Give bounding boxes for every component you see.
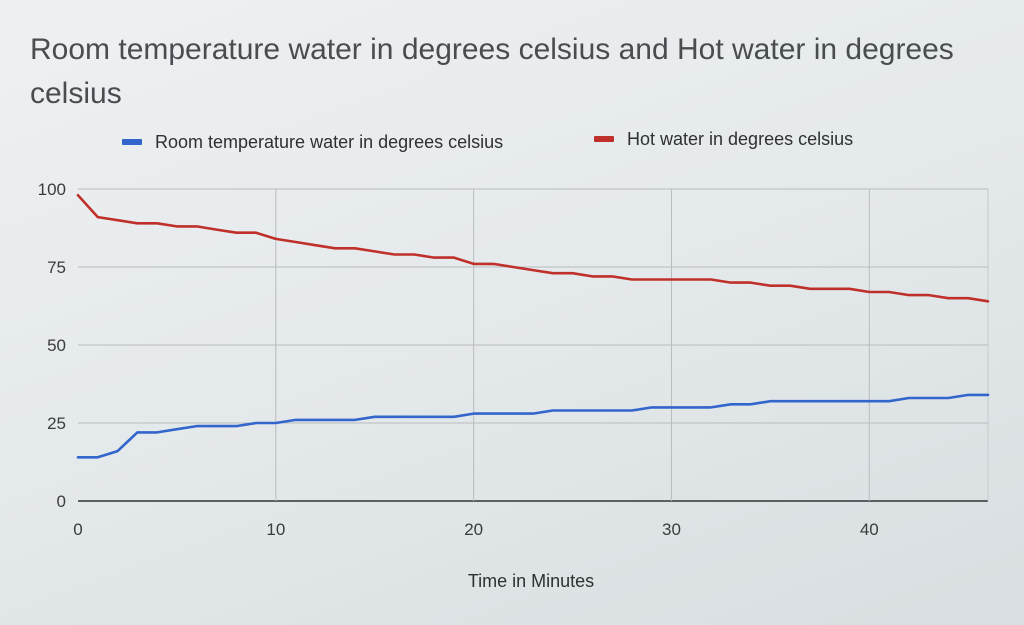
x-tick-label: 0 — [73, 520, 82, 539]
series-line-1 — [76, 393, 990, 459]
series-lines — [76, 193, 990, 459]
chart-title: Room temperature water in degrees celsiu… — [30, 33, 954, 110]
y-axis-ticks: 0 25 50 75 100 — [38, 180, 66, 511]
x-tick-label: 10 — [266, 520, 285, 539]
legend: Room temperature water in degrees celsiu… — [122, 129, 853, 152]
grid — [78, 188, 989, 502]
series-line-2 — [76, 193, 990, 303]
y-tick-label: 25 — [47, 414, 66, 433]
y-tick-label: 100 — [38, 180, 66, 199]
legend-swatch-1 — [122, 139, 142, 145]
y-tick-label: 50 — [47, 336, 66, 355]
y-tick-label: 0 — [57, 492, 66, 511]
legend-swatch-2 — [594, 136, 614, 142]
x-tick-label: 20 — [464, 520, 483, 539]
x-axis-ticks: 0 10 20 30 40 — [73, 520, 878, 539]
legend-label-1: Room temperature water in degrees celsiu… — [155, 132, 503, 152]
x-axis-label: Time in Minutes — [468, 571, 594, 591]
x-tick-label: 40 — [860, 520, 879, 539]
y-tick-label: 75 — [47, 258, 66, 277]
legend-label-2: Hot water in degrees celsius — [627, 129, 853, 149]
x-tick-label: 30 — [662, 520, 681, 539]
